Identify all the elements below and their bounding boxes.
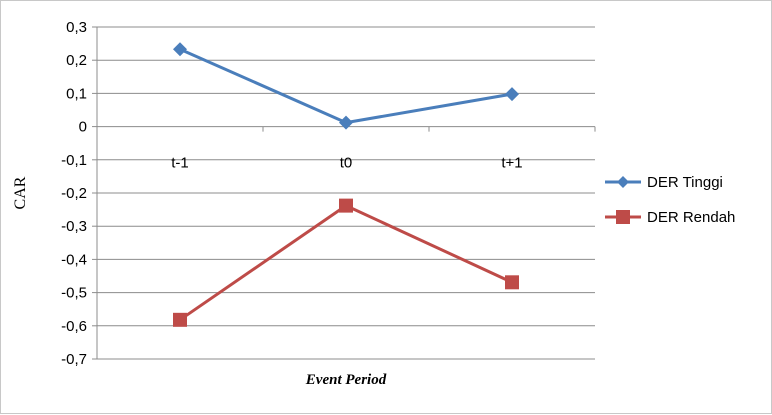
y-tick-label: -0,1: [61, 152, 87, 169]
x-tick-labels: t-1 t0 t+1: [171, 155, 522, 172]
y-tick-label: -0,3: [61, 218, 87, 235]
y-tick-label: -0,7: [61, 351, 87, 368]
data-point: [505, 87, 519, 102]
x-tick-label: t+1: [501, 155, 522, 172]
legend-marker: [616, 210, 630, 224]
y-tick-label: 0: [79, 119, 87, 136]
x-tick-label: t-1: [171, 155, 189, 172]
series-line-2: [179, 204, 513, 322]
legend: DER Tinggi DER Rendah: [605, 174, 735, 226]
series: [173, 42, 519, 327]
legend-label: DER Rendah: [647, 209, 735, 226]
y-tick-label: 0,1: [66, 85, 87, 102]
legend-label: DER Tinggi: [647, 174, 723, 191]
x-axis-label: Event Period: [305, 372, 387, 388]
data-point: [339, 198, 353, 213]
data-point: [173, 312, 187, 327]
y-axis-label: CAR: [12, 176, 29, 209]
x-tick-label: t0: [340, 155, 353, 172]
gridlines: [97, 26, 595, 360]
y-tick-label: -0,6: [61, 318, 87, 335]
y-tick-label: 0,2: [66, 52, 87, 69]
y-tick-label: 0,3: [66, 19, 87, 36]
data-point: [339, 115, 353, 130]
y-tick-label: -0,2: [61, 185, 87, 202]
y-tick-label: -0,5: [61, 285, 87, 302]
data-point: [173, 42, 187, 57]
axes: [92, 26, 596, 360]
legend-marker: [617, 176, 629, 188]
y-tick-label: -0,4: [61, 251, 87, 268]
data-point: [505, 275, 519, 290]
y-tick-labels: 0,3 0,2 0,1 0 -0,1 -0,2 -0,3 -0,4 -0,5 -0,6 -0,7: [61, 19, 87, 368]
